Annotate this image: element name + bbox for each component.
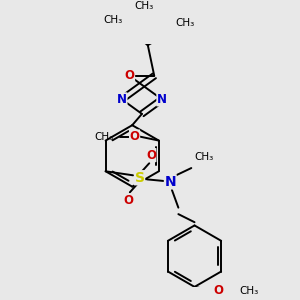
Text: N: N (117, 93, 127, 106)
Text: CH₃: CH₃ (94, 131, 114, 142)
Text: O: O (146, 148, 156, 162)
Text: CH₃: CH₃ (175, 18, 194, 28)
Text: O: O (124, 69, 135, 82)
Text: CH₃: CH₃ (194, 152, 214, 162)
Text: CH₃: CH₃ (240, 286, 259, 296)
Text: N: N (157, 93, 167, 106)
Text: CH₃: CH₃ (134, 1, 153, 11)
Text: O: O (123, 194, 133, 207)
Text: O: O (130, 130, 140, 143)
Text: N: N (164, 175, 176, 189)
Text: O: O (214, 284, 224, 297)
Text: S: S (135, 171, 145, 185)
Text: CH₃: CH₃ (103, 15, 123, 25)
